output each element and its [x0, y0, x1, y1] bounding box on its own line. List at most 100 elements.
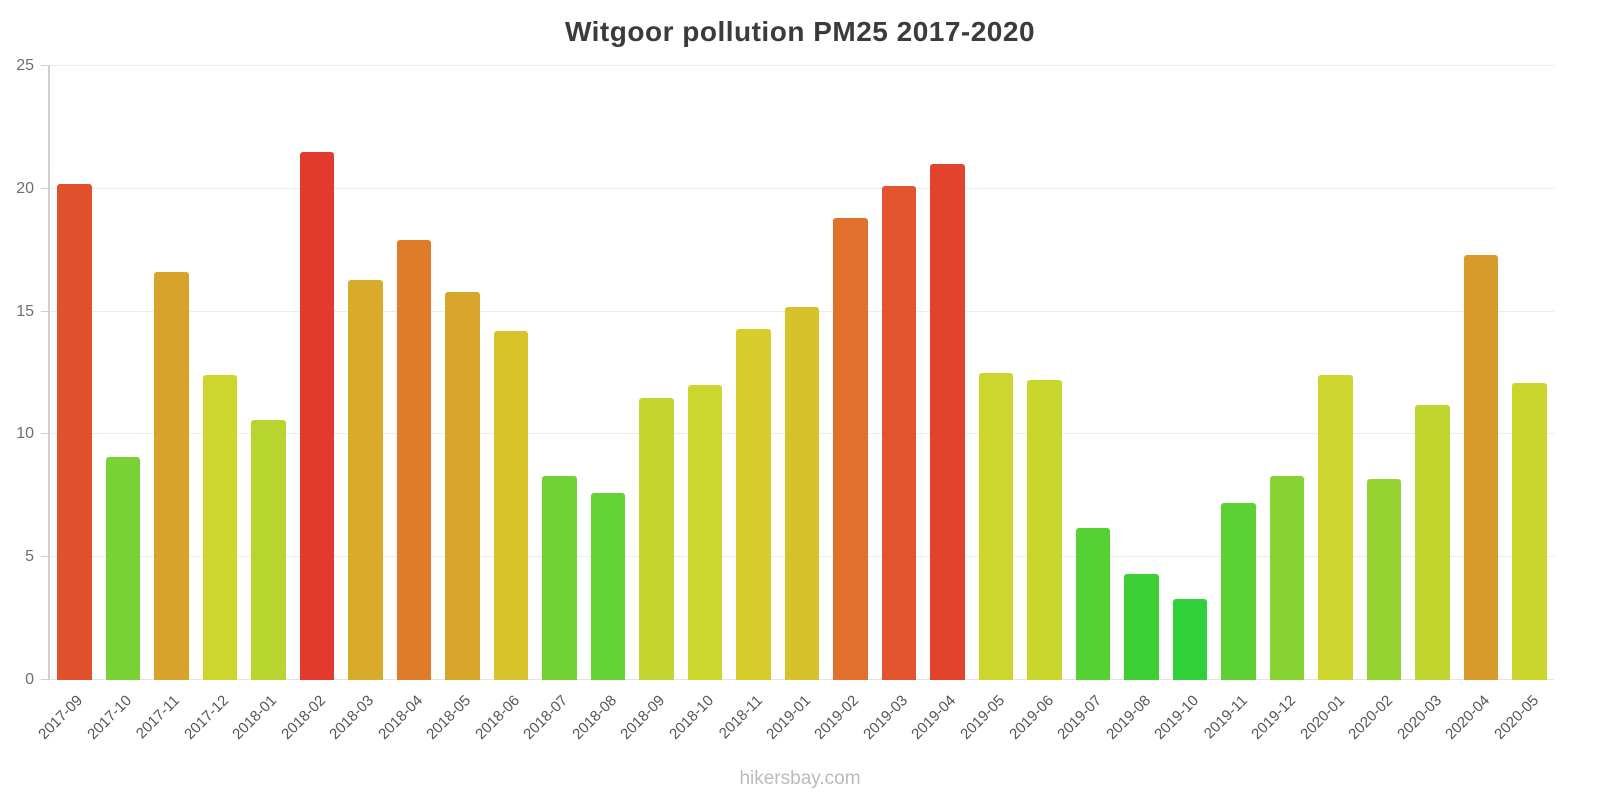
bar-slot: 2017-09 — [35, 66, 99, 743]
x-axis-label: 2018-05 — [423, 692, 475, 743]
x-axis-label: 2018-10 — [666, 692, 717, 743]
bar-slot: 2017-11 — [133, 66, 196, 742]
bar-slot: 2019-12 — [1248, 66, 1312, 743]
bar-slot: 2019-05 — [957, 66, 1021, 743]
bar-2019-02[interactable] — [833, 218, 868, 680]
bar-2017-09[interactable] — [57, 183, 92, 680]
y-tick-mark — [41, 679, 50, 680]
x-axis-label: 2019-04 — [908, 692, 960, 743]
bar-2020-05[interactable] — [1512, 382, 1547, 680]
bar-slot: 2018-08 — [569, 66, 633, 743]
bar-2017-11[interactable] — [154, 272, 189, 680]
bar-slot: 2018-07 — [520, 66, 584, 743]
bar-2019-01[interactable] — [784, 306, 820, 680]
x-axis-label: 2018-11 — [715, 692, 766, 743]
bar-slot: 2018-11 — [715, 66, 778, 742]
x-axis-label: 2017-09 — [35, 692, 87, 743]
bar-2018-07[interactable] — [542, 476, 577, 680]
bar-2020-03[interactable] — [1415, 404, 1450, 680]
bar-slot: 2019-02 — [812, 66, 875, 743]
bar-slot: 2019-07 — [1054, 66, 1118, 743]
bar-2020-04[interactable] — [1463, 255, 1499, 680]
bar-slot: 2020-05 — [1491, 66, 1554, 743]
gridline — [50, 187, 1554, 189]
bars: 2017-09 2017-10 2017-11 2017-12 2018-01 2018-… — [35, 66, 1554, 743]
x-axis-label: 2017-10 — [83, 692, 135, 743]
y-axis-tick-label: 10 — [16, 425, 34, 443]
bar-2020-01[interactable] — [1318, 375, 1353, 680]
x-axis-label: 2018-08 — [569, 692, 620, 743]
x-axis-label: 2017-11 — [133, 692, 184, 743]
x-axis-label: 2018-04 — [374, 692, 426, 743]
bar-2019-06[interactable] — [1027, 380, 1062, 680]
bar-2018-05[interactable] — [445, 291, 480, 680]
bar-slot: 2017-10 — [84, 66, 148, 743]
y-tick-mark — [41, 556, 50, 558]
bar-2018-04[interactable] — [396, 240, 432, 680]
bar-slot: 2017-12 — [181, 66, 245, 743]
bar-2019-07[interactable] — [1075, 527, 1111, 680]
x-axis-label: 2019-08 — [1102, 692, 1154, 743]
y-tick-mark — [41, 310, 50, 312]
bar-2019-10[interactable] — [1172, 598, 1208, 680]
bar-slot: 2018-01 — [229, 66, 293, 743]
y-tick-mark — [41, 433, 50, 435]
x-axis-label: 2019-06 — [1005, 692, 1057, 743]
bar-slot: 2020-03 — [1394, 66, 1457, 743]
bar-2019-04[interactable] — [930, 164, 965, 680]
x-axis-label: 2019-10 — [1151, 692, 1203, 743]
bar-2018-02[interactable] — [299, 151, 335, 680]
bar-slot: 2018-06 — [472, 66, 536, 743]
bar-2019-11[interactable] — [1221, 503, 1256, 680]
bar-2019-05[interactable] — [978, 373, 1014, 680]
x-axis-label: 2019-07 — [1054, 692, 1106, 743]
bar-slot: 2018-03 — [326, 66, 390, 743]
bar-2017-12[interactable] — [202, 375, 238, 680]
x-axis-label: 2019-11 — [1200, 692, 1251, 743]
bar-2018-06[interactable] — [493, 331, 529, 680]
bar-slot: 2018-09 — [618, 66, 681, 743]
bar-2019-08[interactable] — [1124, 574, 1159, 680]
bar-2018-09[interactable] — [639, 397, 674, 680]
bar-2018-10[interactable] — [687, 385, 723, 680]
y-tick-mark — [41, 187, 50, 189]
bar-2020-02[interactable] — [1366, 478, 1402, 680]
y-tick-mark — [41, 65, 50, 66]
bar-slot: 2019-06 — [1006, 66, 1069, 743]
x-axis-label: 2019-03 — [860, 692, 912, 743]
bar-2019-12[interactable] — [1269, 476, 1305, 680]
bar-slot: 2018-10 — [666, 66, 730, 743]
bar-2018-03[interactable] — [348, 279, 383, 680]
x-axis-label: 2017-12 — [180, 692, 232, 743]
bar-2018-01[interactable] — [251, 419, 286, 680]
bar-slot: 2020-01 — [1297, 66, 1360, 743]
bar-slot: 2020-04 — [1442, 66, 1506, 743]
x-axis-label: 2020-03 — [1393, 692, 1445, 743]
x-axis-label: 2019-01 — [763, 692, 815, 743]
bar-slot: 2019-11 — [1201, 66, 1263, 742]
x-axis-label: 2019-02 — [811, 692, 863, 743]
y-axis-tick-label: 15 — [16, 302, 34, 320]
bar-slot: 2019-10 — [1151, 66, 1215, 743]
bar-2018-08[interactable] — [590, 493, 626, 680]
bar-slot: 2019-01 — [763, 66, 827, 743]
x-axis-label: 2018-03 — [326, 692, 378, 743]
y-axis-labels: 0 5 10 15 20 25 — [0, 58, 40, 688]
bar-slot: 2019-08 — [1103, 66, 1166, 743]
x-axis-label: 2019-05 — [957, 692, 1009, 743]
bar-2019-03[interactable] — [881, 186, 917, 680]
x-axis-label: 2020-05 — [1490, 692, 1542, 743]
x-axis-label: 2020-04 — [1442, 692, 1494, 743]
bar-2018-11[interactable] — [736, 328, 771, 680]
x-axis-label: 2018-06 — [471, 692, 523, 743]
x-axis-label: 2020-02 — [1345, 692, 1397, 743]
plot-area: 2017-09 2017-10 2017-11 2017-12 2018-01 2018-… — [35, 65, 1554, 743]
x-axis-label: 2018-01 — [229, 692, 281, 743]
bar-slot: 2019-04 — [909, 66, 972, 743]
chart-title: Witgoor pollution PM25 2017-2020 — [564, 16, 1036, 47]
bar-2017-10[interactable] — [105, 456, 141, 680]
footer-watermark[interactable]: hikersbay.com — [739, 768, 861, 789]
y-axis-tick-label: 20 — [16, 179, 34, 197]
bar-slot: 2018-05 — [423, 66, 487, 743]
x-axis-label: 2018-02 — [277, 692, 329, 743]
